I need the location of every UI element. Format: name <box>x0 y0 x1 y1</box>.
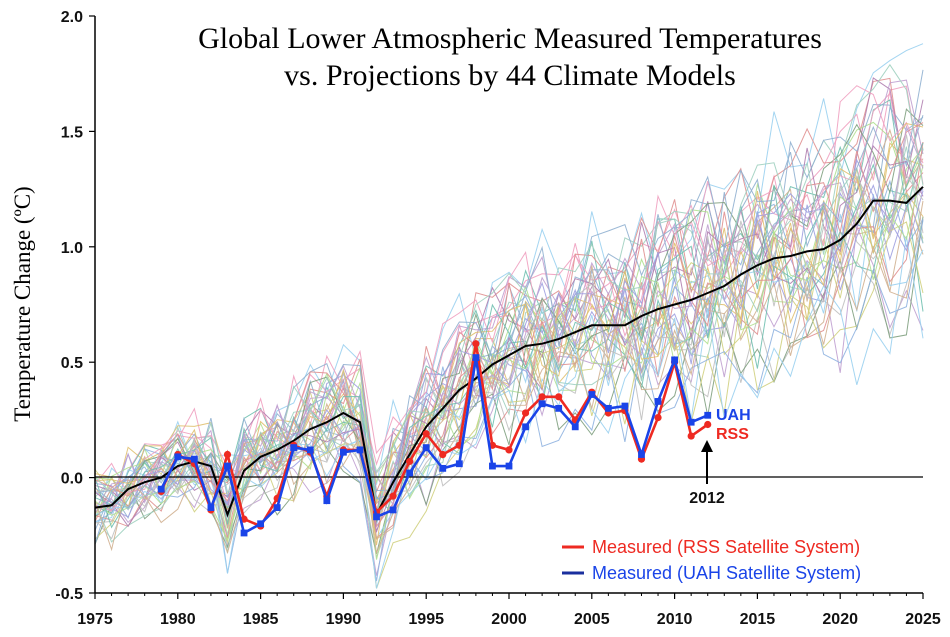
model-mean <box>94 186 924 518</box>
series-uah-point <box>604 404 612 412</box>
model-run-line <box>94 200 924 555</box>
annotation-arrow-head <box>701 440 713 452</box>
series-uah-point <box>157 485 165 493</box>
y-tick-label: 2.0 <box>61 9 83 26</box>
model-run-line <box>94 236 924 589</box>
series-uah-point <box>621 402 629 410</box>
y-tick-label: 1.0 <box>61 240 83 257</box>
annotation-2012: 2012 <box>689 440 725 507</box>
series-uah-line <box>160 355 709 535</box>
series-uah-point <box>505 462 513 470</box>
series-uah-point <box>224 462 231 470</box>
series-uah-point <box>687 418 695 426</box>
series-rss-point <box>521 409 530 417</box>
series-uah-point <box>190 455 198 463</box>
series-uah-point <box>538 400 546 408</box>
model-run-line <box>94 43 924 516</box>
series-uah-point <box>588 391 596 398</box>
y-tick-label: 0.0 <box>61 471 83 488</box>
legend-label-uah: Measured (UAH Satellite System) <box>592 563 861 583</box>
x-tick-label-2000: 2000 <box>491 611 527 628</box>
series-uah-point <box>422 444 430 451</box>
series-uah-point <box>273 504 281 512</box>
y-axis-label: Temperature Change (ºC) <box>10 186 35 421</box>
series-uah-point <box>323 497 331 505</box>
series-rss-point <box>389 492 397 500</box>
y-tick-label: 1.5 <box>61 124 83 141</box>
series-uah-point <box>522 423 529 431</box>
x-tick-label-2010: 2010 <box>657 611 693 628</box>
legend: Measured (RSS Satellite System) Measured… <box>562 537 861 583</box>
annotation-2012-label: 2012 <box>689 490 725 507</box>
model-run-line <box>94 174 924 520</box>
series-uah-point <box>207 504 215 512</box>
x-tick-label-2005: 2005 <box>574 611 610 628</box>
model-run-line <box>94 85 924 515</box>
x-tick-label-2020: 2020 <box>822 611 858 628</box>
legend-label-rss: Measured (RSS Satellite System) <box>592 537 860 557</box>
series-uah-point <box>389 506 397 514</box>
ticks: 1975 1980 1985 1990 1995 2000 2005 2010 2015 2020… <box>55 9 940 628</box>
measured-series <box>157 340 712 537</box>
series-uah-point <box>489 462 496 470</box>
series-rss-point <box>422 430 430 438</box>
series-rss-point <box>406 457 414 466</box>
series-uah-point <box>356 446 364 454</box>
series-rss-point <box>555 393 563 401</box>
x-tick-label-1980: 1980 <box>160 611 196 628</box>
chart-title-line-2: vs. Projections by 44 Climate Models <box>284 59 736 92</box>
series-uah-point <box>406 469 414 477</box>
x-tick-label-2015: 2015 <box>740 611 776 628</box>
series-label-rss: RSS <box>716 426 749 443</box>
series-uah-point <box>174 453 182 461</box>
series-uah-point <box>240 529 248 537</box>
model-run-line <box>94 121 924 520</box>
x-tick-label-1985: 1985 <box>243 611 279 628</box>
series-uah-point <box>571 423 579 431</box>
series-label-uah: UAH <box>716 407 751 424</box>
series-uah <box>157 354 712 537</box>
series-rss-point <box>704 420 712 429</box>
series-uah-point <box>340 448 347 456</box>
series-uah-point <box>555 404 563 412</box>
series-uah-point <box>373 513 380 521</box>
x-tick-label-2025: 2025 <box>905 611 941 628</box>
model-run-line <box>94 221 924 589</box>
series-rss-point <box>505 446 513 454</box>
series-rss-point <box>472 340 480 348</box>
chart-title-line-1: Global Lower Atmospheric Measured Temper… <box>198 22 822 55</box>
y-tick-label: -0.5 <box>55 586 83 603</box>
series-uah-point <box>654 398 662 405</box>
series-uah-point <box>704 411 712 419</box>
series-rss-point <box>439 450 447 459</box>
series-uah-point <box>290 444 298 451</box>
series-uah-point <box>455 460 463 468</box>
x-tick-label-1995: 1995 <box>408 611 444 628</box>
series-uah-point <box>306 446 314 454</box>
model-run-line <box>94 219 924 559</box>
series-rss-point <box>538 393 546 401</box>
model-run-line <box>94 216 924 554</box>
series-uah-point <box>638 451 645 458</box>
model-run-line <box>94 103 924 493</box>
y-tick-label: 0.5 <box>61 355 83 372</box>
series-rss-point <box>223 450 232 459</box>
model-mean-line <box>94 186 924 518</box>
x-tick-label-1975: 1975 <box>77 611 113 628</box>
series-rss-point <box>654 413 662 422</box>
series-rss-point <box>687 432 695 440</box>
series-uah-point <box>472 354 480 361</box>
series-rss-line <box>160 343 709 528</box>
x-tick-label-1990: 1990 <box>326 611 362 628</box>
series-uah-point <box>671 356 678 364</box>
series-uah-point <box>257 520 264 528</box>
series-uah-point <box>439 464 447 472</box>
